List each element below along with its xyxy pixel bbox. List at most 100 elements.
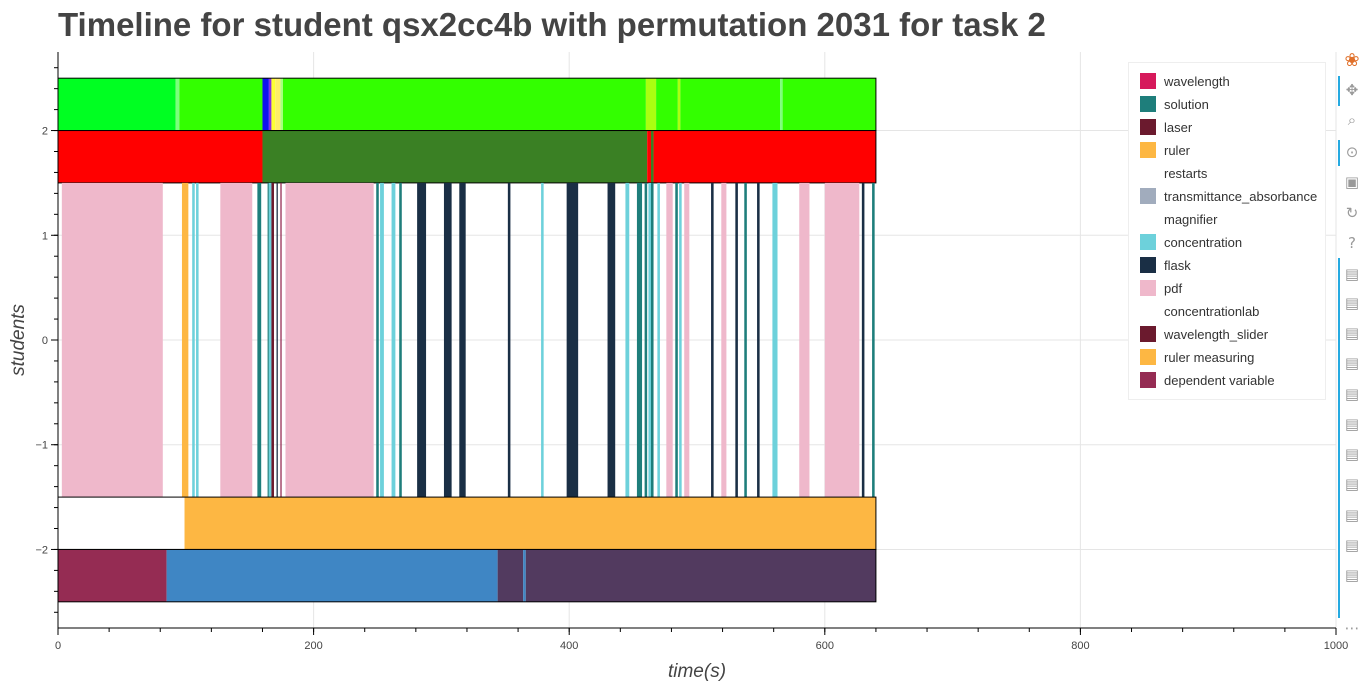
hover-tool-icon[interactable]: ▤ [1344, 475, 1360, 493]
more-tools-icon[interactable]: ⋯ [1344, 619, 1360, 637]
timeline-segment [824, 182, 860, 498]
legend-swatch [1140, 326, 1156, 342]
timeline-segment [650, 130, 654, 183]
timeline-segment [192, 182, 195, 498]
hover-tool-icon[interactable]: ▤ [1344, 566, 1360, 584]
timeline-segment [657, 182, 660, 498]
legend-label: ruler [1164, 142, 1191, 158]
timeline-segment [872, 182, 875, 498]
legend-swatch [1140, 303, 1156, 319]
legend-item[interactable]: magnifier [1140, 210, 1217, 228]
timeline-segment [58, 130, 263, 183]
legend-swatch [1140, 188, 1156, 204]
hover-tool-icon[interactable]: ▤ [1344, 385, 1360, 403]
timeline-segment [267, 182, 269, 498]
legend-item[interactable]: ruler [1140, 141, 1190, 159]
x-tick-label: 0 [55, 640, 61, 652]
legend-label: ruler measuring [1164, 349, 1255, 365]
timeline-segment [645, 78, 657, 131]
timeline-segment [268, 182, 272, 498]
timeline-segment [772, 182, 778, 498]
legend-item[interactable]: concentrationlab [1140, 302, 1259, 320]
hover-tool-icon[interactable]: ▤ [1344, 324, 1360, 342]
legend-item[interactable]: restarts [1140, 164, 1207, 182]
legend-item[interactable]: wavelength_slider [1140, 325, 1268, 343]
bokeh-logo-icon[interactable]: ❀ [1344, 49, 1360, 71]
timeline-segment [780, 78, 783, 131]
timeline-segment [523, 549, 526, 602]
timeline-segment [636, 182, 643, 498]
legend-item[interactable]: laser [1140, 118, 1192, 136]
legend-item[interactable]: wavelength [1140, 72, 1230, 90]
timeline-segment [666, 182, 673, 498]
legend-item[interactable]: pdf [1140, 279, 1182, 297]
timeline-segment [497, 549, 524, 602]
pan-tool-icon[interactable]: ✥ [1345, 81, 1359, 99]
legend-item[interactable]: concentration [1140, 233, 1242, 251]
hover-tool-icon[interactable]: ▤ [1344, 415, 1360, 433]
legend-label: wavelength_slider [1164, 326, 1269, 342]
legend-swatch [1140, 119, 1156, 135]
timeline-segment [647, 130, 651, 183]
timeline-segment [650, 182, 654, 498]
legend-label: solution [1164, 96, 1209, 112]
y-tick-label: −2 [35, 544, 48, 556]
timeline-segment [257, 182, 262, 498]
timeline-segment [275, 78, 281, 131]
hover-tool-icon[interactable]: ▤ [1344, 445, 1360, 463]
legend-swatch [1140, 96, 1156, 112]
legend-swatch [1140, 280, 1156, 296]
timeline-segment [399, 182, 402, 498]
timeline-segment [179, 78, 263, 131]
timeline-segment [285, 182, 374, 498]
timeline-segment [680, 78, 781, 131]
hover-tool-icon[interactable]: ▤ [1344, 506, 1360, 524]
timeline-segment [735, 182, 738, 498]
timeline-segment [684, 182, 690, 498]
timeline-segment [380, 182, 384, 498]
chart-toolbar[interactable]: ❀ ✥ ⌕ ⊙ ▣ ↻? ▤ ▤ ▤ ▤ ▤ ▤ ▤ ▤ ▤ ▤ ▤ ⋯ [1338, 48, 1366, 638]
wheel-zoom-tool-icon[interactable]: ⊙ [1345, 143, 1359, 161]
timeline-segment [541, 182, 544, 498]
legend-label: laser [1164, 119, 1193, 135]
legend-swatch [1140, 349, 1156, 365]
active-tool-indicator [1338, 140, 1340, 166]
timeline-segment [268, 78, 272, 131]
hover-tool-icon[interactable]: ▤ [1344, 294, 1360, 312]
timeline-segment [507, 182, 511, 498]
legend-item[interactable]: transmittance_absorbance [1140, 187, 1317, 205]
y-tick-label: 1 [42, 230, 48, 242]
timeline-segment [166, 549, 498, 602]
timeline-segment [276, 182, 278, 498]
hover-tool-icon[interactable]: ▤ [1344, 265, 1360, 283]
legend-label: concentration [1164, 234, 1243, 250]
timeline-segment [861, 182, 865, 498]
legend-item[interactable]: dependent variable [1140, 371, 1275, 389]
timeline-segment [459, 182, 466, 498]
help-tool-icon[interactable]: ? [1348, 234, 1356, 252]
legend[interactable]: wavelength solution laser ruler restarts tran… [1128, 62, 1326, 400]
y-axis-label: students [8, 304, 29, 376]
legend-label: dependent variable [1164, 372, 1275, 388]
hover-tool-icon[interactable]: ▤ [1344, 536, 1360, 554]
timeline-segment [220, 182, 253, 498]
timeline-segment [280, 78, 283, 131]
timeline-segment [782, 78, 876, 131]
x-tick-label: 800 [1071, 640, 1089, 652]
save-tool-icon[interactable]: ▣ [1344, 173, 1360, 191]
timeline-segment [443, 182, 452, 498]
timeline-segment [271, 78, 276, 131]
x-tick-label: 400 [560, 640, 578, 652]
timeline-segment [181, 182, 189, 498]
reset-tool-icon[interactable]: ↻ [1345, 204, 1359, 222]
legend-item[interactable]: flask [1140, 256, 1191, 274]
legend-item[interactable]: solution [1140, 95, 1209, 113]
timeline-segment [677, 78, 681, 131]
hover-tool-icon[interactable]: ▤ [1344, 354, 1360, 372]
legend-item[interactable]: ruler measuring [1140, 348, 1254, 366]
legend-label: flask [1164, 257, 1191, 273]
box-zoom-tool-icon[interactable]: ⌕ [1347, 111, 1357, 129]
legend-label: restarts [1164, 165, 1208, 181]
timeline-segment [607, 182, 616, 498]
